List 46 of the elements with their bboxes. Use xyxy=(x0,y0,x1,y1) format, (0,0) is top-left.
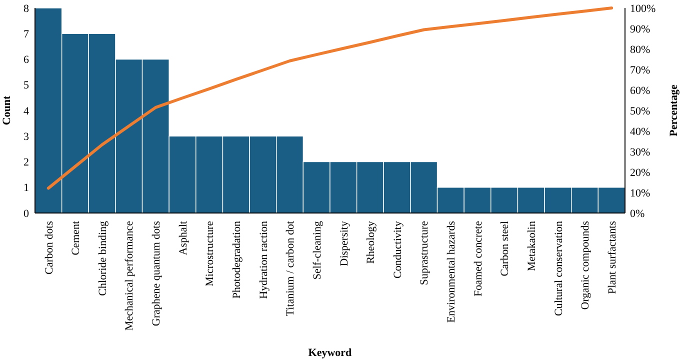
y-tick-label: 4 xyxy=(24,105,30,118)
x-tick-label: Rheology xyxy=(365,220,378,264)
x-tick-label: Cultural conservation xyxy=(552,220,565,316)
y-tick-label: 0 xyxy=(24,208,30,220)
y2-tick-label: 20% xyxy=(630,166,650,179)
y-tick-label: 3 xyxy=(24,130,30,143)
y-tick-label: 5 xyxy=(24,80,30,92)
y2-tick-label: 80% xyxy=(630,44,650,56)
y-tick-label: 2 xyxy=(24,156,29,169)
x-tick-label: Suprastructure xyxy=(418,220,431,286)
x-tick-label: Titanium / carbon dot xyxy=(284,221,297,316)
x-tick-label: Graphene quantum dots xyxy=(150,221,163,326)
y2-axis-title: Percentage xyxy=(668,84,680,136)
x-tick-label: Plant surfactants xyxy=(606,221,618,294)
x-tick-label: Foamed concrete xyxy=(472,220,484,296)
x-tick-label: Carbon steel xyxy=(499,221,512,276)
x-tick-label: Chloride binding xyxy=(96,220,109,296)
x-tick-label: Asphalt xyxy=(177,221,190,256)
y2-tick-label: 0% xyxy=(630,208,645,220)
line-series xyxy=(46,6,614,190)
x-tick-label: Mechanical performance xyxy=(124,220,136,331)
y2-tick-label: 100% xyxy=(630,2,656,15)
x-axis-title: Keyword xyxy=(308,347,352,359)
y-axis-title: Count xyxy=(1,95,13,126)
y-tick-label: 7 xyxy=(24,28,30,40)
x-tick-label: Dispersity xyxy=(338,220,350,266)
x-tick-label: Photodegradation xyxy=(230,220,243,299)
y2-tick-label: 50% xyxy=(630,105,650,118)
x-tick-label: Carbon dots xyxy=(43,221,56,274)
x-tick-label: Hydration raction xyxy=(258,220,270,299)
x-tick-label: Microstructure xyxy=(204,220,216,286)
y2-tick-label: 90% xyxy=(630,23,650,36)
y2-tick-label: 10% xyxy=(630,187,650,200)
y2-tick-label: 60% xyxy=(630,84,650,97)
y-tick-label: 1 xyxy=(24,182,29,194)
y-tick-label: 8 xyxy=(24,2,30,15)
x-tick-label: Self-cleaning xyxy=(311,220,324,280)
x-tick-label: Conductivity xyxy=(392,220,404,278)
x-tick-label: Organic compounds xyxy=(580,221,592,310)
x-tick-label: Metakaolin xyxy=(526,220,538,272)
y2-tick-label: 30% xyxy=(630,146,650,158)
x-tick-label: Cement xyxy=(70,221,82,256)
x-tick-label: Environmental hazards xyxy=(446,221,458,323)
y2-tick-label: 40% xyxy=(630,126,650,138)
y-tick-label: 6 xyxy=(24,54,30,66)
y2-tick-label: 70% xyxy=(630,64,650,76)
